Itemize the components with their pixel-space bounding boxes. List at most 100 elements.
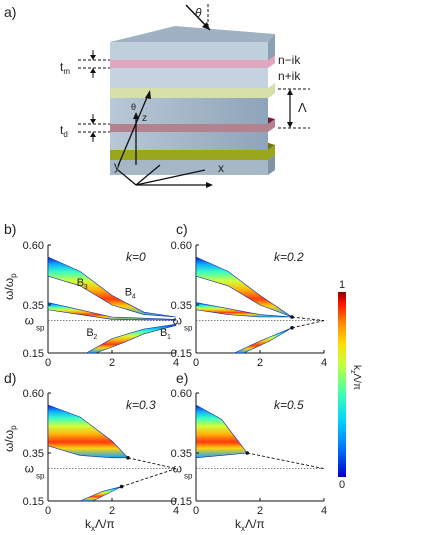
tm-label: tm: [60, 60, 70, 76]
slab-front-2: [110, 132, 268, 150]
gain-layer-1: [110, 145, 275, 160]
exceptional-point-1: [126, 456, 130, 460]
panel-title: k=0.2: [274, 250, 304, 264]
panel-title: k=0: [126, 250, 146, 264]
y-tick-label: 0.35: [171, 300, 192, 312]
band-label: B: [77, 277, 84, 289]
omega-sp-sub: sp: [36, 324, 45, 333]
dashed-continuation-2: [291, 320, 325, 329]
period-arrowhead-up: [287, 89, 293, 95]
y-tick-label: 0.60: [23, 388, 44, 400]
band-label-sub: 1: [167, 334, 171, 341]
ylabel-top: ω/ωp: [2, 273, 18, 300]
band-2: [47, 302, 177, 321]
wave-vector-arrowhead: [145, 90, 151, 99]
panel-title: k=0.5: [274, 398, 304, 412]
band-1: [195, 256, 293, 318]
y-tick-label: 0.60: [23, 240, 44, 252]
td-label: td: [60, 123, 68, 139]
x-tick-label: 0: [193, 505, 199, 517]
band-label-sub: 4: [132, 293, 136, 300]
y-axis-line: [135, 164, 161, 186]
dashed-continuation-2: [121, 468, 177, 488]
band-1: [47, 256, 177, 318]
y-tick-label: 0.60: [171, 388, 192, 400]
x-tick-label: 2: [257, 505, 263, 517]
y-tick-label: 0.35: [23, 300, 44, 312]
exceptional-point-2: [119, 484, 124, 489]
plot-c: 0.15 0.35 0.60 0 2 4 ωsp k=0.2: [171, 240, 327, 369]
band-3: [234, 327, 293, 354]
omega-sp-label: ω: [173, 314, 182, 328]
xlabel-left: kxΛ/π: [85, 517, 115, 533]
y-tick-label: 0.15: [23, 496, 44, 508]
exceptional-point-2: [290, 326, 294, 330]
plot-e: 0.15 0.35 0.60 0 2 4 ωsp k=0.5: [171, 388, 327, 517]
loss-layer-label: n−ik: [278, 53, 301, 67]
incidence-angle-mark: θ: [131, 102, 136, 112]
band-label-sub: 3: [84, 284, 88, 291]
omega-sp-sub: sp: [36, 472, 45, 481]
band-label-sub: 2: [93, 334, 97, 341]
panel-label-d: d): [4, 370, 16, 386]
band-2: [79, 486, 122, 502]
wave-vector: [117, 94, 149, 167]
omega-sp-label: ω: [25, 462, 34, 476]
z-axis-arrowhead: [133, 112, 139, 119]
slab-front-bottom: [110, 160, 268, 175]
band-2: [195, 302, 293, 318]
z-axis-label: z: [142, 113, 147, 124]
x-axis-arrowhead: [206, 182, 213, 188]
slab-side-top: [268, 34, 275, 60]
panel-label-b: b): [4, 221, 16, 237]
x-axis-label: x: [218, 161, 224, 175]
tm-arrowhead-down: [90, 55, 96, 60]
colorbar-max: 1: [339, 279, 345, 291]
y-axis: [117, 169, 137, 186]
x-tick-label: 0: [45, 357, 51, 369]
dashed-continuation-1: [127, 457, 177, 470]
td-arrowhead-up: [90, 132, 96, 137]
period-label: Λ: [298, 100, 307, 115]
slab-front-top: [110, 42, 268, 60]
slab-top-surface: [110, 26, 275, 42]
gain-layer-2: [110, 83, 275, 98]
x-tick-label: 4: [173, 357, 179, 369]
x-tick-label: 4: [173, 505, 179, 517]
dashed-continuation-1: [247, 452, 325, 470]
y-tick-label: 0.15: [171, 348, 192, 360]
td-arrowhead-down: [90, 119, 96, 124]
panel-label-a: a): [4, 4, 16, 20]
band-label: B: [86, 327, 93, 339]
colorbar-gradient: [338, 292, 346, 477]
x-tick-label: 4: [321, 505, 327, 517]
dashed-continuation-1: [291, 316, 325, 322]
band-label: B: [160, 327, 167, 339]
omega-sp-sub: sp: [184, 472, 193, 481]
y-tick-label: 0.35: [23, 448, 44, 460]
slab-side-bottom: [268, 155, 275, 175]
band-label: B: [125, 286, 132, 298]
x-tick-label: 0: [45, 505, 51, 517]
x-tick-label: 2: [109, 505, 115, 517]
exceptional-point-1: [290, 315, 294, 319]
colorbar-label: kzΛ/π: [349, 365, 362, 390]
x-tick-label: 4: [321, 357, 327, 369]
colorbar: 1 0 kzΛ/π: [338, 279, 362, 491]
tm-arrowhead-up: [90, 68, 96, 73]
y-tick-label: 0.35: [171, 448, 192, 460]
y-tick-label: 0.15: [171, 496, 192, 508]
omega-sp-label: ω: [173, 462, 182, 476]
panel-title: k=0.3: [126, 398, 156, 412]
panel-label-c: c): [176, 221, 188, 237]
xlabel-right: kxΛ/π: [235, 517, 265, 533]
x-tick-label: 2: [257, 357, 263, 369]
band-1: [195, 404, 248, 459]
omega-sp-sub: sp: [184, 324, 193, 333]
period-arrowhead-down: [287, 122, 293, 128]
slab-front-3: [110, 98, 268, 124]
exceptional-point-1: [245, 451, 249, 455]
panel-label-e: e): [176, 370, 188, 386]
